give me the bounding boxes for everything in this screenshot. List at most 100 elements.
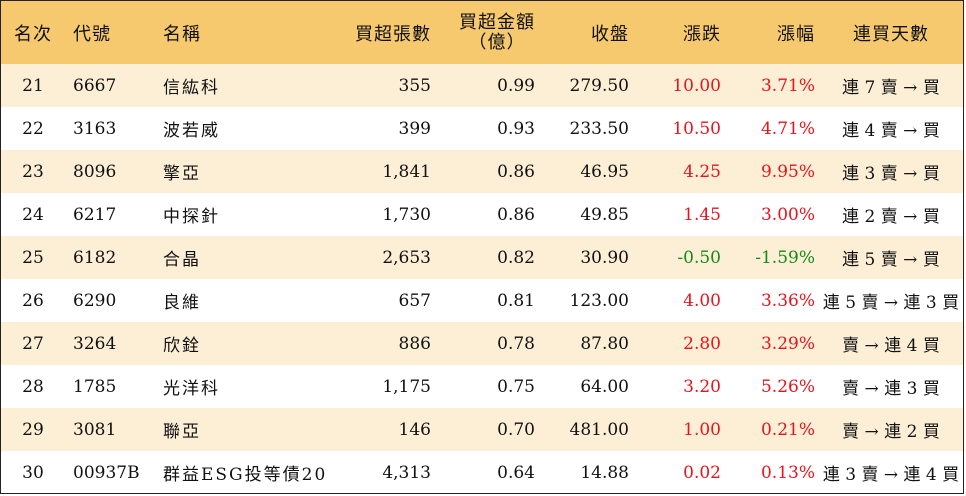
cell-pct: 4.71% <box>760 118 815 139</box>
cell-amount: 0.75 <box>497 376 535 397</box>
header-amount-line2: （億） <box>468 31 526 53</box>
header-amount: 買超金額 （億） <box>435 1 539 64</box>
cell-code: 6667 <box>73 75 117 96</box>
cell-pct: 0.21% <box>760 419 815 440</box>
cell-name: 波若威 <box>163 121 220 141</box>
cell-volume: 146 <box>398 419 431 440</box>
table-body: 21 6667 信紘科 355 0.99 279.50 10.00 3.71% 連 7 賣 → … <box>1 64 963 493</box>
cell-close: 49.85 <box>580 204 629 225</box>
cell-pct: 9.95% <box>760 161 815 182</box>
cell-code: 00937B <box>73 462 140 483</box>
cell-rank: 25 <box>22 247 44 268</box>
cell-change: 2.80 <box>683 333 721 354</box>
table-row: 24 6217 中探針 1,730 0.86 49.85 1.45 3.00% 連 2 賣 → … <box>1 193 963 236</box>
cell-days: 連 5 賣 → 連 3 買 <box>822 293 960 313</box>
cell-volume: 4,313 <box>382 462 431 483</box>
cell-name: 信紘科 <box>163 78 220 98</box>
cell-code: 8096 <box>73 161 117 182</box>
cell-volume: 886 <box>398 333 431 354</box>
cell-code: 1785 <box>73 376 117 397</box>
cell-days: 連 4 賣 → 買 <box>842 121 940 141</box>
cell-pct: 3.71% <box>760 75 815 96</box>
cell-amount: 0.86 <box>497 204 535 225</box>
cell-days: 連 7 賣 → 買 <box>842 78 940 98</box>
cell-amount: 0.86 <box>497 161 535 182</box>
cell-rank: 30 <box>22 462 44 483</box>
cell-rank: 27 <box>22 333 44 354</box>
header-change: 漲跌 <box>683 23 721 45</box>
cell-code: 6217 <box>73 204 117 225</box>
cell-close: 14.88 <box>580 462 629 483</box>
cell-rank: 24 <box>22 204 44 225</box>
cell-days: 賣 → 連 2 買 <box>842 422 940 442</box>
cell-code: 6182 <box>73 247 117 268</box>
cell-close: 64.00 <box>580 376 629 397</box>
cell-change: 1.45 <box>683 204 721 225</box>
cell-close: 87.80 <box>580 333 629 354</box>
cell-change: 10.00 <box>672 75 721 96</box>
cell-name: 良維 <box>163 293 201 313</box>
cell-close: 123.00 <box>569 290 629 311</box>
table-row: 25 6182 合晶 2,653 0.82 30.90 -0.50 -1.59% 連 5 賣 →… <box>1 236 963 279</box>
cell-close: 279.50 <box>569 75 629 96</box>
table-row: 26 6290 良維 657 0.81 123.00 4.00 3.36% 連 5 賣 → 連 … <box>1 279 963 322</box>
cell-volume: 1,175 <box>382 376 431 397</box>
cell-pct: 5.26% <box>760 376 815 397</box>
table-row: 29 3081 聯亞 146 0.70 481.00 1.00 0.21% 賣 → 連 2 買 <box>1 408 963 451</box>
cell-rank: 22 <box>22 118 44 139</box>
cell-change: 10.50 <box>672 118 721 139</box>
cell-change: 0.02 <box>683 462 721 483</box>
header-amount-line1: 買超金額 <box>459 11 535 33</box>
cell-amount: 0.78 <box>497 333 535 354</box>
cell-days: 連 5 賣 → 買 <box>842 250 940 270</box>
cell-name: 群益ESG投等債20 <box>163 465 328 485</box>
cell-pct: 3.00% <box>760 204 815 225</box>
cell-pct: -1.59% <box>755 247 815 268</box>
cell-amount: 0.70 <box>497 419 535 440</box>
cell-rank: 28 <box>22 376 44 397</box>
cell-name: 光洋科 <box>163 379 220 399</box>
cell-days: 賣 → 連 4 買 <box>842 336 940 356</box>
cell-code: 3081 <box>73 419 117 440</box>
cell-name: 合晶 <box>163 250 201 270</box>
cell-volume: 355 <box>398 75 431 96</box>
header-volume: 買超張數 <box>355 23 431 45</box>
cell-name: 欣銓 <box>163 336 201 356</box>
header-row: 名次 代號 名稱 買超張數 買超金額 （億） 收盤 漲跌 漲幅 連買天數 <box>1 1 963 64</box>
cell-volume: 399 <box>398 118 431 139</box>
cell-code: 6290 <box>73 290 117 311</box>
cell-volume: 1,841 <box>382 161 431 182</box>
cell-rank: 23 <box>22 161 44 182</box>
cell-amount: 0.81 <box>497 290 535 311</box>
header-amount-label: 買超金額 （億） <box>459 11 535 53</box>
table-row: 28 1785 光洋科 1,175 0.75 64.00 3.20 5.26% 賣 → 連 3 … <box>1 365 963 408</box>
cell-pct: 3.36% <box>760 290 815 311</box>
header-rank: 名次 <box>14 23 52 45</box>
cell-amount: 0.64 <box>497 462 535 483</box>
cell-name: 中探針 <box>163 207 220 227</box>
cell-change: 1.00 <box>683 419 721 440</box>
header-code: 代號 <box>73 23 111 45</box>
cell-amount: 0.99 <box>497 75 535 96</box>
table-row: 21 6667 信紘科 355 0.99 279.50 10.00 3.71% 連 7 賣 → … <box>1 64 963 107</box>
table-row: 27 3264 欣銓 886 0.78 87.80 2.80 3.29% 賣 → 連 4 買 <box>1 322 963 365</box>
cell-rank: 26 <box>22 290 44 311</box>
cell-volume: 2,653 <box>382 247 431 268</box>
cell-pct: 3.29% <box>760 333 815 354</box>
cell-close: 233.50 <box>569 118 629 139</box>
table-header: 名次 代號 名稱 買超張數 買超金額 （億） 收盤 漲跌 漲幅 連買天數 <box>1 1 963 64</box>
cell-days: 連 3 賣 → 買 <box>842 164 940 184</box>
cell-change: -0.50 <box>677 247 721 268</box>
cell-change: 3.20 <box>683 376 721 397</box>
cell-code: 3264 <box>73 333 117 354</box>
cell-volume: 1,730 <box>382 204 431 225</box>
cell-days: 賣 → 連 3 買 <box>842 379 940 399</box>
cell-change: 4.25 <box>683 161 721 182</box>
cell-volume: 657 <box>398 290 431 311</box>
cell-close: 481.00 <box>569 419 629 440</box>
cell-rank: 29 <box>22 419 44 440</box>
header-days: 連買天數 <box>853 23 929 45</box>
table-row: 30 00937B 群益ESG投等債20 4,313 0.64 14.88 0.02 0.13… <box>1 451 963 493</box>
